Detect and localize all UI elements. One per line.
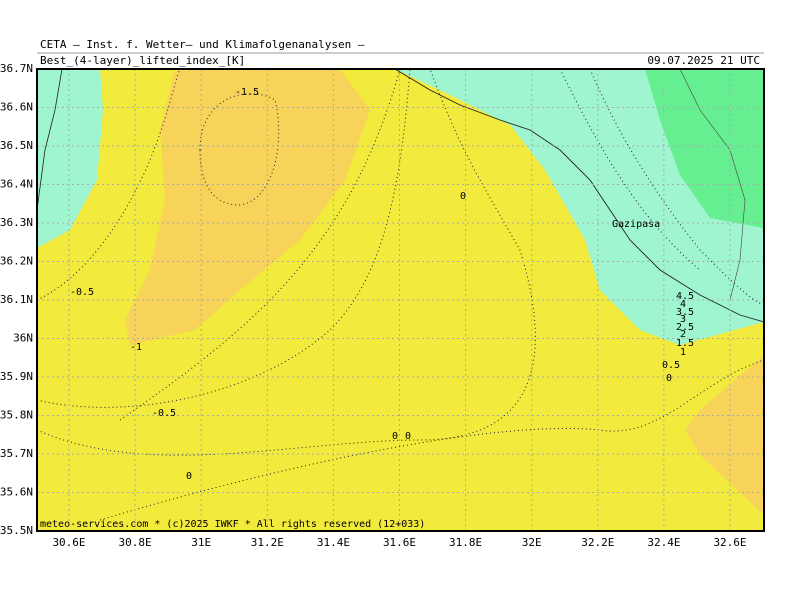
- map-area: [37, 69, 764, 531]
- contour-label: 0: [405, 431, 411, 442]
- contour-label: 4: [680, 299, 686, 310]
- contour-label: 3.5: [676, 307, 694, 318]
- lon-label: 31E: [191, 536, 211, 549]
- teal-region: [37, 69, 103, 248]
- graticule: [37, 69, 764, 531]
- contours: [37, 69, 764, 521]
- contour-label: 1.5: [676, 338, 694, 349]
- lon-label: 30.6E: [52, 536, 85, 549]
- lon-label: 32.2E: [581, 536, 614, 549]
- contour-label: -0.5: [152, 408, 176, 419]
- contour-label: 0.5: [662, 360, 680, 371]
- lon-label: 31.6E: [383, 536, 416, 549]
- orange-region: [125, 69, 370, 345]
- valid-time: 09.07.2025 21 UTC: [647, 54, 760, 67]
- lat-label: 35.7N: [0, 447, 33, 460]
- lat-label: 36.5N: [0, 139, 33, 152]
- contour-label: 0: [666, 373, 672, 384]
- contour-label: 0: [460, 191, 466, 202]
- contour-label: -0.5: [70, 287, 94, 298]
- lat-label: 36.3N: [0, 216, 33, 229]
- contour-label: 1: [680, 347, 686, 358]
- orange-region: [685, 355, 764, 515]
- lon-label: 32.6E: [713, 536, 746, 549]
- coastline: [394, 69, 764, 323]
- field-title: Best_(4-layer)_lifted_index_[K]: [40, 54, 245, 67]
- contour-label: 3: [680, 314, 686, 325]
- lon-label: 31.8E: [449, 536, 482, 549]
- lat-label: 36.1N: [0, 293, 33, 306]
- lat-label: 35.8N: [0, 409, 33, 422]
- place-label: Gazipasa: [612, 219, 660, 230]
- lat-label: 35.6N: [0, 486, 33, 499]
- border: [679, 69, 746, 301]
- lat-label: 36.6N: [0, 101, 33, 114]
- copyright: meteo-services.com * (c)2025 IWKF * All …: [40, 519, 425, 530]
- lon-label: 31.4E: [317, 536, 350, 549]
- lon-label: 32E: [522, 536, 542, 549]
- contour-label: 0: [392, 431, 398, 442]
- contour-label: 2: [680, 329, 686, 340]
- contour-label: 2.5: [676, 322, 694, 333]
- lon-label: 30.8E: [119, 536, 152, 549]
- contour-label: -1.5: [235, 87, 259, 98]
- contour-label: -1: [130, 342, 142, 353]
- coastline: [37, 69, 63, 211]
- contour-label: 0: [186, 471, 192, 482]
- lat-label: 36.7N: [0, 62, 33, 75]
- map-frame: [36, 68, 765, 532]
- lon-label: 31.2E: [251, 536, 284, 549]
- lat-label: 36.2N: [0, 255, 33, 268]
- lat-label: 36N: [13, 332, 33, 345]
- green-region: [645, 69, 764, 228]
- contour-label: 4.5: [676, 291, 694, 302]
- lon-label: 32.4E: [647, 536, 680, 549]
- lat-label: 36.4N: [0, 178, 33, 191]
- institute: CETA – Inst. f. Wetter– und Klimafolgena…: [40, 38, 365, 51]
- lat-label: 35.5N: [0, 524, 33, 537]
- contour-labels: -1.5 0 -0.5 -1 -0.5 0 0 0 4.5 4 3.5 3 2.…: [70, 87, 694, 482]
- lat-label: 35.9N: [0, 370, 33, 383]
